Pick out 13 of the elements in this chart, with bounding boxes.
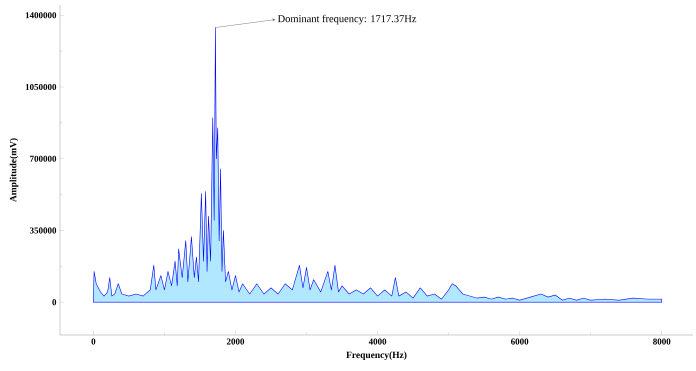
x-axis-title: Frequency(Hz) bbox=[346, 351, 406, 360]
y-tick-label: 700000 bbox=[30, 156, 56, 162]
y-axis-title: Amplitude(mV) bbox=[10, 138, 18, 202]
annotation: Dominant frequency: 1717.37Hz bbox=[278, 14, 416, 24]
x-tick-label: 4000 bbox=[368, 338, 386, 345]
y-tick-label: 0 bbox=[52, 299, 56, 306]
x-tick-label: 0 bbox=[92, 338, 96, 345]
y-tick-label: 1400000 bbox=[26, 12, 56, 18]
x-tick-label: 8000 bbox=[653, 338, 670, 345]
y-tick-label: 1050000 bbox=[26, 84, 56, 90]
x-tick-label: 6000 bbox=[511, 338, 528, 345]
x-tick-label: 2000 bbox=[226, 338, 244, 345]
y-tick-label: 350000 bbox=[30, 227, 56, 234]
